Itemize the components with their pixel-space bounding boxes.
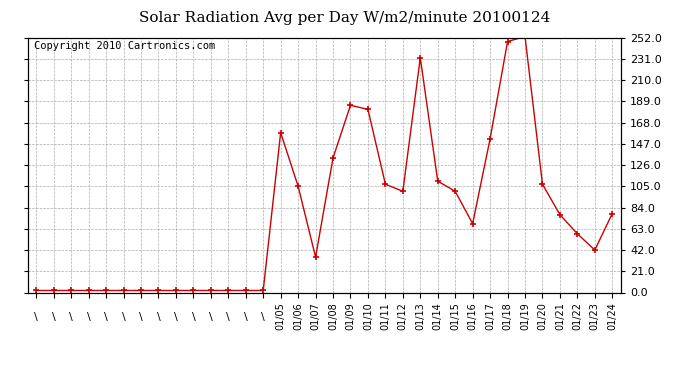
- Text: \: \: [70, 312, 73, 322]
- Text: \: \: [157, 312, 160, 322]
- Text: \: \: [104, 312, 108, 322]
- Text: \: \: [139, 312, 143, 322]
- Text: \: \: [121, 312, 126, 322]
- Text: \: \: [52, 312, 56, 322]
- Text: \: \: [192, 312, 195, 322]
- Text: \: \: [87, 312, 90, 322]
- Text: \: \: [262, 312, 265, 322]
- Text: Solar Radiation Avg per Day W/m2/minute 20100124: Solar Radiation Avg per Day W/m2/minute …: [139, 11, 551, 25]
- Text: \: \: [244, 312, 248, 322]
- Text: \: \: [174, 312, 178, 322]
- Text: \: \: [34, 312, 38, 322]
- Text: Copyright 2010 Cartronics.com: Copyright 2010 Cartronics.com: [34, 41, 215, 51]
- Text: \: \: [209, 312, 213, 322]
- Text: \: \: [226, 312, 230, 322]
